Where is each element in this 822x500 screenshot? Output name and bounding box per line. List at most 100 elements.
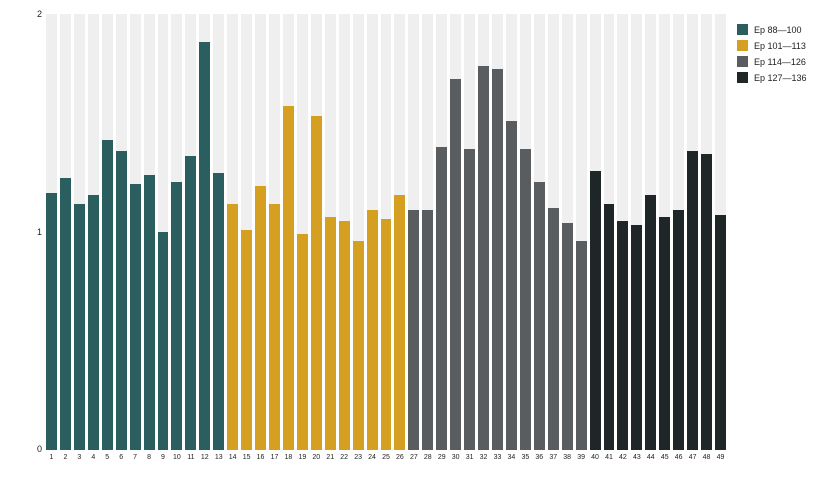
bar-column	[310, 14, 322, 450]
bar-episode-13	[213, 173, 225, 450]
legend-swatch-icon	[737, 56, 748, 67]
bar-column	[505, 14, 517, 450]
bar-column	[589, 14, 601, 450]
bar-episode-18	[282, 105, 294, 450]
x-axis-tick-label: 27	[409, 454, 418, 461]
bar-episode-2	[59, 177, 71, 450]
x-axis-tick-label: 29	[437, 454, 446, 461]
x-axis-tick-label: 38	[563, 454, 572, 461]
x-axis-tick-label: 34	[507, 454, 516, 461]
x-axis-tick-label: 32	[479, 454, 488, 461]
x-axis-tick-label: 22	[340, 454, 349, 461]
x-axis-tick-label: 1	[49, 454, 54, 461]
x-axis-tick-label: 12	[200, 454, 209, 461]
bar-episode-3	[73, 203, 85, 450]
y-axis-tick-0: 0	[36, 444, 42, 454]
x-axis-tick-label: 42	[619, 454, 627, 461]
bar-episode-35	[519, 149, 531, 450]
legend: Ep 88—100 Ep 101—113 Ep 114—126 Ep 127—136	[737, 24, 807, 83]
bar-column	[324, 14, 336, 450]
bar-episode-7	[129, 184, 141, 450]
bar-column	[533, 14, 545, 450]
bar-column	[617, 14, 629, 450]
bar-column	[715, 14, 726, 450]
bar-column	[213, 14, 225, 450]
x-axis-tick-label: 5	[105, 454, 110, 461]
bar-episode-16	[255, 186, 266, 450]
x-axis-tick-label: 35	[521, 454, 530, 461]
legend-item: Ep 88—100	[737, 24, 807, 35]
bar-episode-26	[394, 194, 406, 450]
bar-episode-33	[492, 68, 503, 450]
legend-label: Ep 114—126	[754, 56, 806, 67]
bar-episode-40	[589, 170, 601, 450]
bar-column	[492, 14, 503, 450]
bar-episode-43	[631, 225, 643, 450]
bar-episode-39	[575, 240, 587, 450]
bar-column	[115, 14, 127, 450]
legend-swatch-icon	[737, 40, 748, 51]
x-axis-tick-label: 43	[632, 454, 641, 461]
legend-label: Ep 88—100	[754, 24, 802, 35]
x-axis-tick-label: 49	[716, 454, 725, 461]
x-axis-tick-label: 10	[173, 454, 181, 461]
x-axis-tick-label: 44	[646, 454, 655, 461]
legend-item: Ep 114—126	[737, 56, 807, 67]
bar-column	[296, 14, 308, 450]
x-axis-tick-label: 18	[284, 454, 293, 461]
bar-episode-48	[701, 153, 712, 450]
bar-episode-1	[46, 192, 57, 450]
bar-episode-36	[533, 181, 545, 450]
bar-column	[464, 14, 476, 450]
bar-episode-32	[478, 66, 489, 450]
x-axis-tick-label: 11	[187, 454, 195, 461]
x-axis-tick-label: 3	[77, 454, 82, 461]
bar-episode-9	[157, 232, 169, 450]
x-axis-tick-label: 21	[326, 454, 335, 461]
bar-column	[255, 14, 266, 450]
bar-episode-38	[561, 223, 573, 450]
bar-column	[352, 14, 364, 450]
x-axis-tick-label: 41	[605, 454, 613, 461]
x-axis-tick-label: 33	[493, 454, 502, 461]
bar-column	[199, 14, 211, 450]
bar-episode-34	[505, 120, 517, 450]
bar-episode-11	[185, 155, 197, 450]
bar-episode-23	[352, 240, 364, 450]
bar-episode-4	[87, 194, 99, 450]
bar-column	[408, 14, 420, 450]
bar-column	[59, 14, 71, 450]
bar-column	[450, 14, 462, 450]
bar-episode-31	[464, 149, 476, 450]
bar-episode-42	[617, 221, 629, 450]
x-axis-tick-label: 48	[702, 454, 711, 461]
x-axis-tick-label: 15	[242, 454, 251, 461]
x-axis-tick-label: 17	[270, 454, 279, 461]
y-axis-tick-2: 2	[36, 9, 42, 19]
x-axis-tick-label: 31	[465, 454, 474, 461]
bar-column	[603, 14, 615, 450]
x-axis-tick-label: 37	[549, 454, 558, 461]
x-axis-tick-label: 30	[451, 454, 460, 461]
bar-column	[129, 14, 141, 450]
legend-swatch-icon	[737, 24, 748, 35]
bar-episode-45	[659, 216, 671, 450]
x-axis-tick-label: 40	[591, 454, 599, 461]
bar-column	[227, 14, 239, 450]
bar-column	[394, 14, 406, 450]
bar-episode-47	[687, 151, 699, 450]
bar-episode-10	[171, 181, 183, 450]
bar-column	[659, 14, 671, 450]
x-axis-tick-label: 24	[368, 454, 376, 461]
bar-episode-37	[547, 208, 559, 450]
bar-episode-8	[143, 175, 155, 450]
x-axis-tick-label: 16	[256, 454, 265, 461]
x-axis-tick-label: 28	[423, 454, 432, 461]
bar-column	[436, 14, 448, 450]
x-axis-tick-label: 20	[312, 454, 321, 461]
bar-episode-46	[673, 210, 685, 450]
bar-episode-30	[450, 79, 462, 450]
y-axis-tick-1: 1	[36, 227, 42, 237]
bar-column	[645, 14, 657, 450]
